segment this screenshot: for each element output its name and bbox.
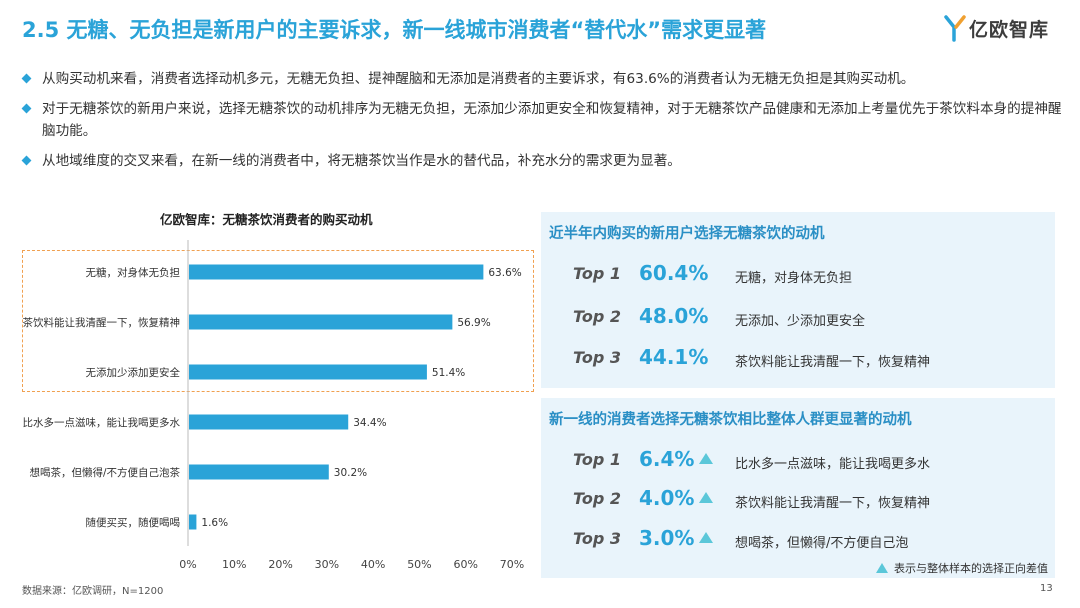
category-label: 想喝茶，但懒得/不方便自己泡茶 (29, 466, 180, 479)
page-number: 13 (1040, 583, 1053, 594)
rank-percent: 3.0% (639, 526, 695, 550)
bullet-text: 对于无糖茶饮的新用户来说，选择无糖茶饮的动机排序为无糖无负担，无添加少添加更安全… (42, 101, 1062, 139)
bar (189, 414, 349, 430)
data-label: 1.6% (201, 517, 228, 529)
panel-new-users: 近半年内购买的新用户选择无糖茶饮的动机 Top 1 60.4% 无糖，对身体无负… (541, 212, 1055, 388)
bar (189, 514, 197, 530)
rank-label: Top 1 (573, 450, 621, 469)
panel-new-users-heading: 近半年内购买的新用户选择无糖茶饮的动机 (549, 226, 825, 242)
rank-percent: 48.0% (639, 304, 709, 328)
panel-new-tier1-heading: 新一线的消费者选择无糖茶饮相比整体人群更显著的动机 (549, 412, 912, 428)
bullet-text: 从购买动机来看，消费者选择动机多元，无糖无负担、提神醒脑和无添加是消费者的主要诉… (42, 71, 915, 87)
data-label: 30.2% (334, 467, 367, 479)
rank-label: Top 1 (573, 264, 621, 283)
legend-note: 表示与整体样本的选择正向差值 (876, 560, 1048, 576)
category-label: 随便买买，随便喝喝 (86, 516, 181, 529)
diamond-bullet-icon (21, 73, 32, 84)
rank-row: Top 2 48.0% 无添加、少添加更安全 (541, 303, 1055, 333)
rank-description: 茶饮料能让我清醒一下，恢复精神 (735, 355, 931, 370)
rank-percent: 6.4% (639, 447, 695, 471)
bullet-item: 从购买动机来看，消费者选择动机多元，无糖无负担、提神醒脑和无添加是消费者的主要诉… (21, 68, 1062, 90)
rank-description: 无添加、少添加更安全 (735, 314, 866, 329)
rank-row: Top 3 3.0% 想喝茶，但懒得/不方便自己泡 (541, 525, 1055, 555)
bullet-text: 从地域维度的交叉来看，在新一线的消费者中，将无糖茶饮当作是水的替代品，补充水分的… (42, 153, 681, 169)
brand-logo: 亿欧智库 (944, 14, 1049, 42)
rank-row: Top 3 44.1% 茶饮料能让我清醒一下，恢复精神 (541, 344, 1055, 374)
bar (189, 264, 484, 280)
bullet-item: 对于无糖茶饮的新用户来说，选择无糖茶饮的动机排序为无糖无负担，无添加少添加更安全… (21, 98, 1062, 142)
bar (189, 314, 453, 330)
rank-percent: 44.1% (639, 345, 709, 369)
rank-description: 茶饮料能让我清醒一下，恢复精神 (735, 496, 931, 511)
rank-label: Top 3 (573, 529, 621, 548)
rank-label: Top 2 (573, 489, 621, 508)
x-tick-label: 50% (407, 558, 431, 571)
rank-label: Top 3 (573, 348, 621, 367)
x-tick-label: 30% (315, 558, 339, 571)
rank-percent: 60.4% (639, 261, 709, 285)
data-source: 数据来源：亿欧调研，N=1200 (22, 586, 164, 597)
rank-description: 无糖，对身体无负担 (735, 271, 853, 286)
rank-row: Top 2 4.0% 茶饮料能让我清醒一下，恢复精神 (541, 485, 1055, 515)
x-tick-label: 20% (268, 558, 292, 571)
bar-chart: 无糖，对身体无负担 63.6% 茶饮料能让我清醒一下，恢复精神 56.9% 无添加少添加… (23, 240, 524, 571)
x-tick-label: 10% (222, 558, 246, 571)
x-tick-label: 0% (179, 558, 196, 571)
data-label: 34.4% (353, 417, 386, 429)
up-triangle-icon (699, 532, 713, 543)
category-label: 无添加少添加更安全 (86, 366, 181, 379)
x-tick-label: 70% (500, 558, 524, 571)
chart-title: 亿欧智库：无糖茶饮消费者的购买动机 (160, 212, 373, 227)
legend-note-text: 表示与整体样本的选择正向差值 (894, 562, 1048, 575)
x-tick-label: 60% (453, 558, 477, 571)
top3-highlight-box (22, 250, 534, 392)
data-label: 51.4% (432, 367, 465, 379)
category-label: 比水多一点滋味，能让我喝更多水 (23, 416, 181, 429)
rank-description: 想喝茶，但懒得/不方便自己泡 (735, 536, 909, 551)
diamond-bullet-icon (21, 103, 32, 114)
rank-row: Top 1 60.4% 无糖，对身体无负担 (541, 260, 1055, 290)
category-label: 茶饮料能让我清醒一下，恢复精神 (23, 316, 181, 329)
data-label: 63.6% (488, 267, 521, 279)
page-title: 2.5 无糖、无负担是新用户的主要诉求，新一线城市消费者“替代水”需求更显著 (22, 18, 767, 42)
rank-description: 比水多一点滋味，能让我喝更多水 (735, 457, 931, 472)
rank-label: Top 2 (573, 307, 621, 326)
up-triangle-icon (876, 563, 888, 573)
bullet-list: 从购买动机来看，消费者选择动机多元，无糖无负担、提神醒脑和无添加是消费者的主要诉… (21, 68, 1062, 180)
bullet-item: 从地域维度的交叉来看，在新一线的消费者中，将无糖茶饮当作是水的替代品，补充水分的… (21, 150, 1062, 172)
category-label: 无糖，对身体无负担 (86, 266, 181, 279)
data-label: 56.9% (457, 317, 490, 329)
rank-row: Top 1 6.4% 比水多一点滋味，能让我喝更多水 (541, 446, 1055, 476)
up-triangle-icon (699, 492, 713, 503)
logo-text: 亿欧智库 (969, 18, 1050, 41)
bar (189, 464, 329, 480)
rank-percent: 4.0% (639, 486, 695, 510)
up-triangle-icon (699, 453, 713, 464)
bar (189, 364, 427, 380)
x-tick-label: 40% (361, 558, 385, 571)
diamond-bullet-icon (21, 155, 32, 166)
panel-new-tier1: 新一线的消费者选择无糖茶饮相比整体人群更显著的动机 Top 1 6.4% 比水多… (541, 398, 1055, 578)
logo-icon (944, 15, 966, 42)
